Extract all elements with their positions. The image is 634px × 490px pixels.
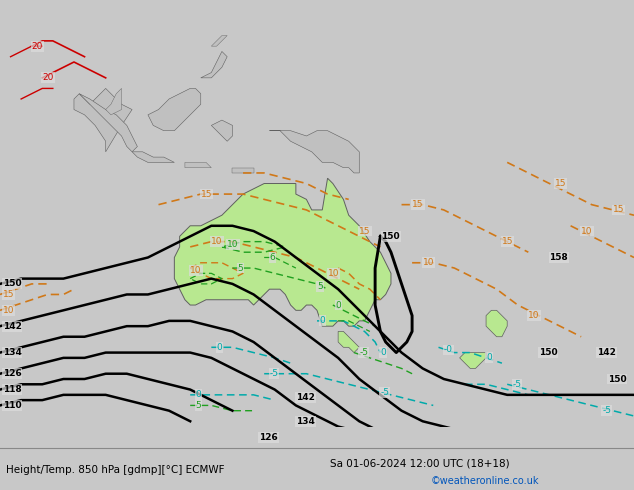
- Text: 6: 6: [269, 253, 275, 262]
- Text: 10: 10: [528, 311, 540, 320]
- Text: -5: -5: [359, 348, 368, 357]
- Polygon shape: [233, 168, 254, 173]
- Text: 110: 110: [3, 401, 22, 410]
- Text: 15: 15: [412, 200, 424, 209]
- Polygon shape: [132, 152, 174, 162]
- Polygon shape: [211, 36, 227, 46]
- Polygon shape: [79, 94, 138, 152]
- Text: 0: 0: [486, 353, 492, 363]
- Text: 10: 10: [423, 258, 434, 267]
- Text: 15: 15: [613, 205, 624, 215]
- Polygon shape: [185, 162, 211, 168]
- Text: 15: 15: [555, 179, 566, 188]
- Text: 15: 15: [502, 237, 514, 246]
- Text: 142: 142: [296, 393, 314, 402]
- Text: 150: 150: [607, 374, 626, 384]
- Text: 150: 150: [382, 232, 400, 241]
- Text: -0: -0: [444, 345, 453, 354]
- Text: 158: 158: [550, 253, 568, 262]
- Text: ©weatheronline.co.uk: ©weatheronline.co.uk: [431, 476, 540, 486]
- Text: 15: 15: [3, 290, 14, 299]
- Text: 118: 118: [3, 385, 22, 394]
- Text: 10: 10: [227, 240, 238, 249]
- Text: 126: 126: [259, 433, 278, 441]
- Text: 10: 10: [190, 266, 202, 275]
- Text: 0: 0: [320, 317, 325, 325]
- Polygon shape: [338, 331, 359, 353]
- Polygon shape: [269, 131, 359, 173]
- Text: 5: 5: [195, 401, 201, 410]
- Text: 134: 134: [3, 348, 22, 357]
- Text: Height/Temp. 850 hPa [gdmp][°C] ECMWF: Height/Temp. 850 hPa [gdmp][°C] ECMWF: [6, 466, 225, 475]
- Text: 0: 0: [217, 343, 223, 352]
- Text: 5: 5: [238, 264, 243, 272]
- Text: 20: 20: [42, 74, 54, 82]
- Polygon shape: [74, 88, 132, 152]
- Polygon shape: [106, 88, 122, 115]
- Text: 142: 142: [3, 321, 22, 331]
- Text: 10: 10: [581, 226, 593, 236]
- Text: 150: 150: [539, 348, 557, 357]
- Polygon shape: [460, 353, 486, 368]
- Text: 0: 0: [195, 391, 201, 399]
- Text: 126: 126: [3, 369, 22, 378]
- Text: 15: 15: [359, 226, 371, 236]
- Text: 134: 134: [296, 417, 314, 426]
- Text: 0: 0: [335, 300, 341, 310]
- Polygon shape: [486, 310, 507, 337]
- Text: Sa 01-06-2024 12:00 UTC (18+18): Sa 01-06-2024 12:00 UTC (18+18): [330, 458, 509, 468]
- Text: 10: 10: [3, 306, 14, 315]
- Text: -5: -5: [380, 388, 389, 397]
- Polygon shape: [174, 178, 391, 326]
- Text: 10: 10: [328, 269, 339, 278]
- Text: 20: 20: [32, 42, 43, 50]
- Text: 150: 150: [3, 279, 22, 289]
- Text: 5: 5: [317, 282, 323, 291]
- Text: 10: 10: [211, 237, 223, 246]
- Text: -5: -5: [602, 406, 611, 415]
- Text: 142: 142: [597, 348, 616, 357]
- Polygon shape: [211, 120, 233, 141]
- Text: -5: -5: [269, 369, 278, 378]
- Polygon shape: [201, 51, 227, 78]
- Text: 15: 15: [201, 190, 212, 198]
- Text: -5: -5: [512, 380, 522, 389]
- Text: 0: 0: [380, 348, 386, 357]
- Polygon shape: [148, 88, 201, 131]
